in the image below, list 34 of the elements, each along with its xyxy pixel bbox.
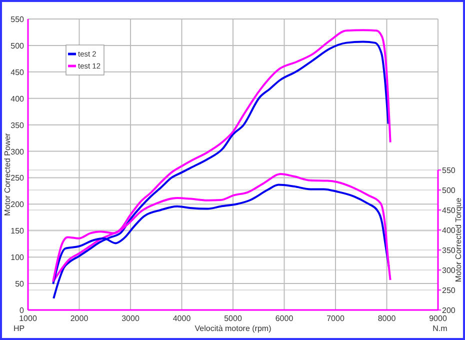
y-tick-label: 550 xyxy=(10,15,25,24)
x-tick-label: 3000 xyxy=(122,314,140,323)
x-tick-label: 5000 xyxy=(224,314,242,323)
y2-axis-title: Motor Corrected Torque xyxy=(454,197,463,282)
y2-tick-label: 550 xyxy=(442,166,456,175)
x-tick-label: 4000 xyxy=(172,314,192,323)
y-tick-label: 250 xyxy=(10,174,25,183)
x-tick-label: 9000 xyxy=(429,314,448,323)
y-tick-label: 50 xyxy=(15,280,25,289)
x-tick-label: 1000 xyxy=(19,314,38,323)
y-tick-label: 350 xyxy=(10,120,25,130)
x-axis-title: Velocità motore (rpm) xyxy=(194,324,272,333)
x-tick-label: 7000 xyxy=(326,314,345,323)
y2-tick-label: 300 xyxy=(442,266,456,275)
y-tick-label: 200 xyxy=(10,200,25,210)
y-tick-label: 500 xyxy=(10,41,25,50)
y2-tick-label: 350 xyxy=(442,246,456,255)
y2-tick-label: 200 xyxy=(442,306,456,315)
y-tick-label: 450 xyxy=(10,68,25,77)
x-tick-label: 2000 xyxy=(70,314,89,323)
text: N.m xyxy=(432,324,448,333)
y2-tick-label: 400 xyxy=(442,226,456,235)
y-tick-label: 100 xyxy=(10,253,25,262)
y-axis-title: Motor Corrected Power xyxy=(3,132,12,216)
y-tick-label: 300 xyxy=(10,147,25,156)
y2-tick-label: 450 xyxy=(442,206,456,215)
y-tick-label: 150 xyxy=(10,226,25,236)
y-tick-label: 0 xyxy=(20,306,25,315)
x-tick-label: 8000 xyxy=(378,314,396,323)
y2-tick-label: 500 xyxy=(442,186,456,195)
x-tick-label: 6000 xyxy=(275,314,294,323)
y-tick-label: 400 xyxy=(10,94,25,104)
y2-tick-label: 250 xyxy=(442,286,456,295)
text: HP xyxy=(13,324,25,333)
